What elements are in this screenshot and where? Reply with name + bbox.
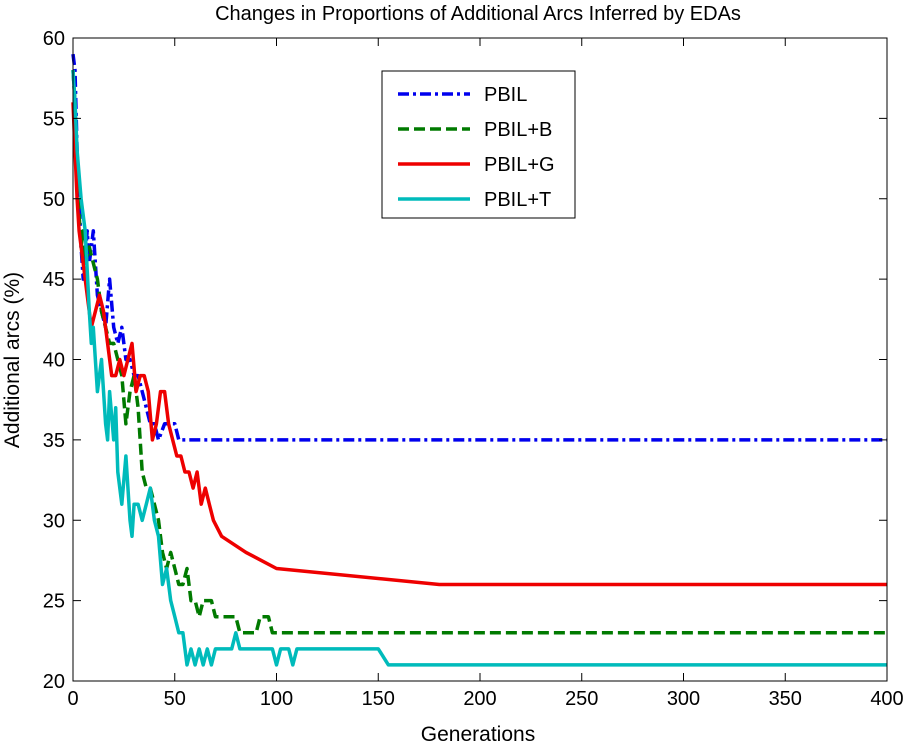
series-line-pbil-plus-t <box>71 69 887 667</box>
x-tick-label: 150 <box>362 688 395 710</box>
y-tick-label: 20 <box>43 671 65 693</box>
x-axis-label: Generations <box>421 723 535 743</box>
x-tick-label: 300 <box>667 688 700 710</box>
y-tick-label: 40 <box>43 350 65 372</box>
x-tick-label: 100 <box>260 688 293 710</box>
y-tick-label: 45 <box>43 269 65 291</box>
legend-label: PBIL+T <box>484 189 551 211</box>
series-layer <box>71 53 887 667</box>
legend-entries: PBIL PBIL+B PBIL+G PBIL+T <box>398 84 555 211</box>
y-tick-label: 30 <box>43 510 65 532</box>
y-tick-label: 50 <box>43 189 65 211</box>
y-tick-label: 25 <box>43 591 65 613</box>
x-tick-label: 400 <box>870 688 903 710</box>
y-tick-label: 35 <box>43 430 65 452</box>
y-tick-label: 60 <box>43 28 65 50</box>
series-line-pbil <box>71 53 887 442</box>
series-line-pbil-plus-b <box>71 69 887 635</box>
x-tick-label: 250 <box>565 688 598 710</box>
y-tick-label: 55 <box>43 108 65 130</box>
legend-label: PBIL+B <box>484 119 552 141</box>
legend: PBIL PBIL+B PBIL+G PBIL+T <box>381 70 576 219</box>
legend-label: PBIL <box>484 84 527 106</box>
series-line-pbil-plus-g <box>71 102 887 587</box>
x-tick-label: 200 <box>463 688 496 710</box>
tick-layer: 0 50 100 150 200 250 300 350 400 20 25 30 35 40 45 50 55… <box>43 28 904 710</box>
chart-title: Changes in Proportions of Additional Arc… <box>215 3 741 25</box>
x-tick-label: 0 <box>67 688 78 710</box>
x-tick-label: 50 <box>164 688 186 710</box>
y-axis-label: Additional arcs (%) <box>1 272 24 448</box>
legend-label: PBIL+G <box>484 154 555 176</box>
x-tick-label: 350 <box>769 688 802 710</box>
